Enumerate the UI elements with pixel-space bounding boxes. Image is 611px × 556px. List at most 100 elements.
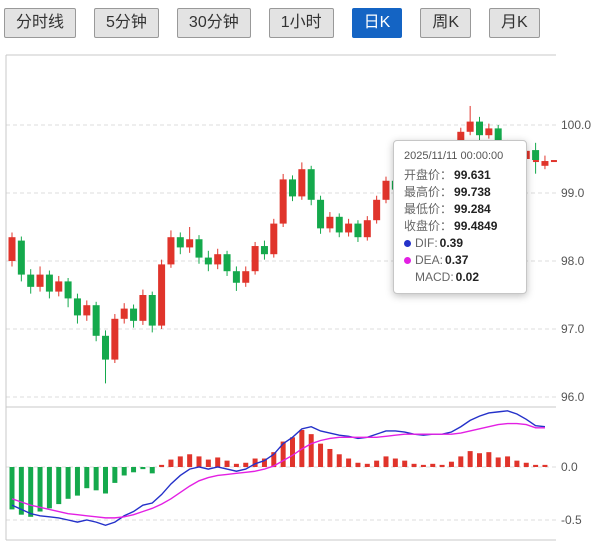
- candle-body: [466, 121, 474, 132]
- timeframe-daily-k-button[interactable]: 日K: [351, 8, 403, 38]
- tooltip-low-row: 最低价： 99.284: [404, 202, 491, 216]
- dea-line: [11, 422, 545, 519]
- candle-body: [335, 216, 343, 233]
- macd-bar: [112, 467, 118, 483]
- candle-body: [8, 237, 16, 261]
- macd-axis-label: -0.5: [561, 513, 582, 527]
- candle-body: [279, 179, 287, 224]
- candle-body: [345, 223, 353, 233]
- macd-bar: [121, 467, 127, 476]
- macd-bar: [243, 462, 249, 467]
- macd-bar: [233, 463, 239, 467]
- panel-borders: [5, 54, 556, 541]
- price-axis-label: 99.0: [561, 186, 585, 200]
- macd-bar: [346, 458, 352, 467]
- macd-bar: [18, 467, 24, 515]
- macd-histogram: [9, 429, 548, 517]
- candle-body: [363, 220, 371, 238]
- candle-body: [102, 335, 109, 360]
- macd-bar: [215, 457, 221, 467]
- candle-body: [251, 246, 259, 272]
- macd-bar: [168, 459, 174, 467]
- candle-body: [139, 295, 147, 321]
- candle-body: [36, 274, 44, 287]
- macd-bar: [84, 467, 90, 489]
- price-axis-label: 96.0: [561, 390, 585, 404]
- timeframe-weekly-k-button[interactable]: 周K: [420, 8, 472, 38]
- macd-bar: [149, 467, 155, 474]
- macd-bar: [439, 464, 445, 467]
- macd-bar: [402, 460, 408, 467]
- macd-bar: [205, 459, 211, 467]
- macd-bar: [355, 462, 361, 467]
- macd-bar: [37, 467, 43, 512]
- candle-body: [176, 237, 184, 248]
- macd-bar: [327, 448, 333, 467]
- macd-bar: [290, 437, 295, 467]
- candle-body: [158, 264, 166, 326]
- macd-bar: [374, 460, 380, 467]
- macd-bar: [159, 464, 165, 467]
- candle-body: [83, 305, 91, 316]
- candle-body: [485, 128, 493, 136]
- candle-body: [186, 239, 194, 248]
- candles: [8, 105, 549, 384]
- macd-bar: [93, 467, 99, 491]
- dif-line: [11, 410, 546, 527]
- timeframe-minute-line-button[interactable]: 分时线: [4, 8, 77, 38]
- candle-body: [317, 199, 325, 229]
- price-axis-label: 98.0: [561, 254, 585, 268]
- macd-bar: [364, 463, 370, 467]
- candle-body: [260, 246, 268, 255]
- timeframe-1hour-button[interactable]: 1小时: [268, 8, 334, 38]
- macd-bar: [420, 464, 426, 467]
- macd-bar: [486, 452, 492, 467]
- candle-body: [476, 121, 483, 136]
- macd-bar: [383, 456, 389, 467]
- macd-bar: [477, 453, 482, 467]
- macd-bar: [261, 458, 267, 467]
- macd-bar: [495, 457, 501, 467]
- candle-body: [270, 223, 278, 255]
- macd-bar: [533, 464, 539, 467]
- dif-dot-icon: [404, 240, 411, 247]
- candle-body: [298, 169, 306, 197]
- timeframe-30min-button[interactable]: 30分钟: [176, 8, 251, 38]
- candle-body: [92, 305, 100, 336]
- tooltip-datetime: 2025/11/11 00:00:00: [404, 150, 504, 162]
- candle-body: [382, 180, 390, 200]
- candle-body: [45, 274, 53, 292]
- candle-body: [204, 257, 212, 265]
- candle-body: [532, 150, 540, 161]
- candle-body: [457, 131, 465, 146]
- ohlc-tooltip: 2025/11/11 00:00:00 开盘价： 99.631 最高价： 99.…: [393, 140, 527, 294]
- candle-body: [289, 179, 296, 197]
- candle-body: [55, 281, 63, 292]
- price-axis-label: 97.0: [561, 322, 585, 336]
- macd-bar: [542, 464, 548, 467]
- tooltip-dea-row: DEA: 0.37: [404, 252, 516, 269]
- macd-bar: [56, 467, 62, 505]
- candle-body: [232, 271, 240, 283]
- macd-bar: [271, 452, 277, 467]
- macd-bar: [103, 467, 108, 494]
- candle-body: [17, 240, 25, 275]
- candle-body: [541, 161, 549, 166]
- candle-body: [195, 239, 203, 258]
- timeframe-monthly-k-button[interactable]: 月K: [489, 8, 540, 38]
- candle-body: [167, 237, 175, 265]
- tooltip-close-row: 收盘价： 99.4849: [404, 219, 498, 233]
- macd-bar: [318, 443, 324, 467]
- candle-body: [120, 308, 128, 319]
- timeframe-toolbar: 分时线 5分钟 30分钟 1小时 日K 周K 月K: [4, 8, 540, 38]
- dea-dot-icon: [404, 257, 411, 264]
- candle-body: [354, 223, 362, 238]
- timeframe-5min-button[interactable]: 5分钟: [94, 8, 159, 38]
- macd-bar: [28, 467, 34, 517]
- candle-body: [214, 254, 222, 265]
- macd-bar: [467, 451, 473, 467]
- macd-bar: [308, 434, 314, 467]
- macd-bar: [131, 467, 137, 473]
- macd-bar: [392, 458, 398, 467]
